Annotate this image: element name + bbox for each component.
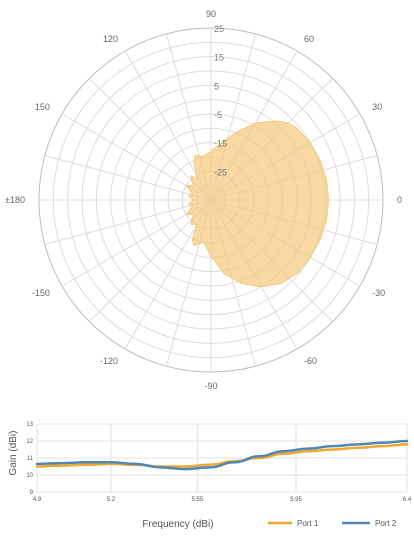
angle-tick-label: 90 [206, 9, 216, 19]
polar-series-area [185, 120, 329, 288]
y-tick-label: 12 [26, 439, 33, 445]
polar-grid-spoke [89, 199, 212, 322]
y-tick-label: 10 [26, 473, 33, 479]
line-chart-y-ticks: 9 10 11 12 13 [26, 422, 33, 496]
radial-tick-label: -5 [214, 110, 222, 120]
polar-grid-spoke [44, 155, 212, 201]
line-chart-x-ticks: 4.9 5.2 5.55 5.95 6.4 [33, 497, 412, 503]
x-axis-title: Frequency (dBi) [142, 519, 213, 530]
angle-tick-label: 30 [372, 102, 382, 112]
angle-tick-label: -30 [372, 288, 385, 298]
legend-label-port-1: Port 1 [297, 519, 319, 528]
y-tick-label: 9 [30, 490, 34, 496]
x-tick-label: 5.2 [107, 497, 116, 503]
polar-radial-ticks: 25 15 5 -5 -15 -25 [214, 24, 227, 177]
angle-tick-label: 0 [397, 195, 402, 205]
x-tick-label: 4.9 [33, 497, 42, 503]
polar-grid-spoke [44, 199, 212, 245]
radial-tick-label: 15 [214, 53, 224, 63]
line-series-port-1 [35, 443, 409, 468]
angle-tick-label: -60 [304, 356, 317, 366]
polar-series [185, 120, 329, 288]
legend: Port 1 Port 2 [268, 519, 397, 528]
polar-grid-spoke [89, 78, 212, 201]
radial-tick-label: -15 [214, 139, 227, 149]
polar-radiation-chart: 25 15 5 -5 -15 -25 0 30 60 90 120 150 ±180 -150 -120 -… [5, 9, 402, 391]
y-tick-label: 13 [26, 422, 33, 428]
line-chart-grid [36, 423, 408, 493]
radial-tick-label: -25 [214, 167, 227, 177]
line-chart-series [35, 439, 409, 471]
angle-tick-label: -150 [32, 288, 50, 298]
gain-line-chart: 4.9 5.2 5.55 5.95 6.4 9 10 11 12 13 Gain (dBi) F… [8, 422, 412, 530]
angle-tick-label: 120 [103, 34, 118, 44]
radial-tick-label: 5 [214, 81, 219, 91]
polar-angle-ticks: 0 30 60 90 120 150 ±180 -150 -120 -90 -60 -30 [5, 9, 402, 391]
x-tick-label: 5.55 [191, 497, 203, 503]
line-series-port-2 [35, 439, 409, 471]
x-tick-label: 5.95 [290, 497, 302, 503]
radial-tick-label: 25 [214, 24, 224, 34]
angle-tick-label: -120 [100, 356, 118, 366]
angle-tick-label: ±180 [5, 195, 25, 205]
y-tick-label: 11 [27, 456, 34, 462]
polar-grid [38, 27, 384, 373]
angle-tick-label: 60 [304, 34, 314, 44]
y-axis-title: Gain (dBi) [8, 430, 19, 475]
angle-tick-label: 150 [35, 102, 50, 112]
angle-tick-label: -90 [204, 381, 217, 391]
x-tick-label: 6.4 [403, 497, 412, 503]
legend-label-port-2: Port 2 [375, 519, 397, 528]
